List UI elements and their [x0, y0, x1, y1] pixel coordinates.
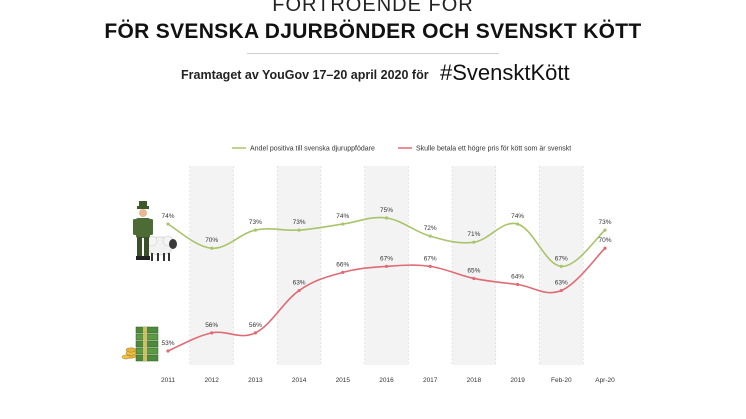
value-label-1-0: 53% — [161, 340, 174, 347]
value-label-0-2: 73% — [249, 219, 262, 226]
point-0-7 — [472, 240, 476, 244]
legend-label-green: Andel positiva till svenska djuruppfödar… — [250, 146, 375, 153]
data-labels: 74% 70% 73% 73% 74% 75% 72% 71% 74% 67% 73% 53% 56% 5… — [161, 207, 611, 347]
point-0-6 — [428, 234, 432, 238]
point-0-0 — [166, 222, 170, 226]
x-tick-7: 2018 — [467, 377, 482, 384]
x-tick-0: 2011 — [161, 377, 175, 384]
x-tick-8: 2019 — [510, 377, 525, 384]
value-label-1-10: 70% — [598, 237, 611, 244]
point-0-2 — [253, 228, 257, 232]
value-label-1-4: 66% — [336, 261, 349, 268]
column-band-1 — [189, 166, 234, 365]
x-tick-2: 2013 — [248, 377, 263, 384]
hashtag: #SvensktKött — [440, 60, 570, 85]
value-label-0-3: 73% — [293, 219, 306, 226]
point-1-0 — [166, 349, 170, 353]
value-label-1-2: 56% — [249, 322, 262, 329]
x-tick-10: Apr-20 — [595, 377, 615, 384]
farmer-with-sheep-icon — [133, 201, 177, 261]
point-0-5 — [384, 216, 389, 220]
value-label-1-5: 67% — [380, 255, 393, 262]
point-0-3 — [297, 228, 301, 232]
x-tick-6: 2017 — [423, 377, 438, 384]
subtitle: Framtaget av YouGov 17–20 april 2020 för — [181, 68, 429, 82]
value-label-0-0: 74% — [161, 213, 174, 220]
value-label-0-10: 73% — [598, 219, 611, 226]
point-1-3 — [297, 288, 301, 293]
x-tick-9: Feb-20 — [551, 377, 572, 384]
point-0-10 — [603, 228, 607, 232]
title-divider — [247, 53, 499, 54]
money-stack-icon — [121, 326, 159, 362]
title-line-1: FÖRTROENDE FÖR — [272, 0, 474, 16]
value-label-1-8: 64% — [511, 274, 524, 281]
point-0-4 — [341, 222, 345, 226]
value-label-0-9: 67% — [555, 255, 568, 262]
value-label-1-6: 67% — [424, 255, 437, 262]
x-tick-1: 2012 — [204, 377, 219, 384]
value-label-1-1: 56% — [205, 322, 218, 329]
point-1-2 — [253, 331, 257, 335]
column-band-3 — [277, 166, 321, 365]
legend: Andel positiva till svenska djuruppfödar… — [232, 146, 571, 153]
data-points — [166, 216, 607, 353]
x-tick-5: 2016 — [379, 377, 394, 384]
value-label-0-4: 74% — [336, 213, 349, 220]
point-1-9 — [559, 288, 563, 293]
x-tick-4: 2015 — [336, 377, 351, 384]
value-label-0-5: 75% — [380, 207, 393, 214]
point-0-1 — [210, 246, 214, 250]
value-label-1-7: 65% — [467, 267, 480, 274]
x-axis-ticks: 2011 2012 2013 2014 2015 2016 2017 2018 2019 Feb-… — [161, 377, 615, 384]
legend-label-red: Skulle betala ett högre pris för kött so… — [416, 146, 571, 153]
point-1-1 — [210, 331, 214, 335]
value-label-0-8: 74% — [511, 213, 524, 220]
point-1-5 — [384, 264, 389, 268]
point-0-8 — [516, 222, 520, 226]
point-1-10 — [603, 246, 607, 250]
point-1-8 — [516, 282, 520, 287]
value-label-1-9: 63% — [555, 280, 568, 287]
title-line-2: FÖR SVENSKA DJURBÖNDER OCH SVENSKT KÖTT — [104, 20, 642, 43]
point-1-6 — [428, 264, 432, 268]
value-label-1-3: 63% — [293, 280, 306, 287]
value-label-0-7: 71% — [467, 231, 480, 238]
value-label-0-1: 70% — [205, 237, 218, 244]
point-0-9 — [559, 264, 563, 268]
point-1-4 — [341, 270, 345, 275]
value-label-0-6: 72% — [424, 225, 437, 232]
point-1-7 — [472, 276, 476, 281]
column-band-7 — [452, 166, 496, 365]
x-tick-3: 2014 — [292, 377, 307, 384]
